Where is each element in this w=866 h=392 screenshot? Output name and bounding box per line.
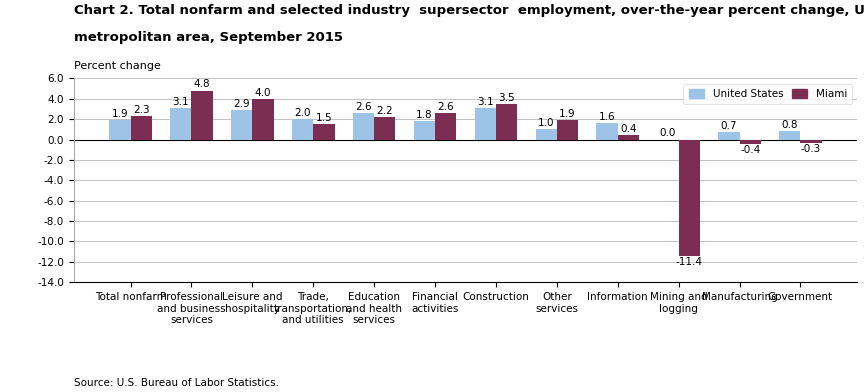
- Legend: United States, Miami: United States, Miami: [683, 83, 852, 104]
- Bar: [109, 120, 131, 140]
- Text: 2.6: 2.6: [355, 102, 372, 112]
- Text: 4.0: 4.0: [255, 87, 271, 98]
- Bar: [292, 119, 313, 140]
- Text: 1.9: 1.9: [559, 109, 576, 119]
- Text: 0.7: 0.7: [721, 121, 737, 131]
- Text: 3.5: 3.5: [498, 93, 515, 103]
- Text: Chart 2. Total nonfarm and selected industry  supersector  employment, over-the-: Chart 2. Total nonfarm and selected indu…: [74, 4, 866, 17]
- Bar: [718, 132, 740, 140]
- Text: 1.8: 1.8: [416, 110, 433, 120]
- Bar: [231, 110, 252, 140]
- Bar: [374, 117, 396, 140]
- Bar: [252, 99, 274, 140]
- Text: 2.9: 2.9: [233, 99, 250, 109]
- Text: metropolitan area, September 2015: metropolitan area, September 2015: [74, 31, 343, 44]
- Bar: [779, 131, 800, 140]
- Text: -11.4: -11.4: [675, 257, 703, 267]
- Bar: [435, 113, 456, 140]
- Text: -0.3: -0.3: [801, 144, 821, 154]
- Text: 0.0: 0.0: [660, 128, 676, 138]
- Text: 1.6: 1.6: [598, 112, 616, 122]
- Text: -0.4: -0.4: [740, 145, 760, 155]
- Text: 1.9: 1.9: [112, 109, 128, 119]
- Bar: [496, 104, 517, 140]
- Bar: [557, 120, 578, 140]
- Bar: [679, 140, 700, 256]
- Text: 2.3: 2.3: [132, 105, 150, 115]
- Bar: [191, 91, 213, 140]
- Text: 4.8: 4.8: [194, 80, 210, 89]
- Text: 2.2: 2.2: [377, 106, 393, 116]
- Text: 2.0: 2.0: [294, 108, 311, 118]
- Text: Percent change: Percent change: [74, 61, 160, 71]
- Text: 0.8: 0.8: [781, 120, 798, 130]
- Text: 1.0: 1.0: [538, 118, 554, 128]
- Text: Source: U.S. Bureau of Labor Statistics.: Source: U.S. Bureau of Labor Statistics.: [74, 378, 279, 388]
- Bar: [535, 129, 557, 140]
- Bar: [131, 116, 152, 140]
- Bar: [597, 123, 617, 140]
- Text: 1.5: 1.5: [315, 113, 333, 123]
- Bar: [475, 108, 496, 140]
- Text: 3.1: 3.1: [477, 97, 494, 107]
- Bar: [170, 108, 191, 140]
- Text: 3.1: 3.1: [172, 97, 189, 107]
- Bar: [352, 113, 374, 140]
- Bar: [617, 136, 639, 140]
- Bar: [800, 140, 822, 143]
- Bar: [313, 124, 334, 140]
- Bar: [740, 140, 761, 143]
- Bar: [414, 121, 435, 140]
- Text: 2.6: 2.6: [437, 102, 454, 112]
- Text: 0.4: 0.4: [620, 124, 637, 134]
